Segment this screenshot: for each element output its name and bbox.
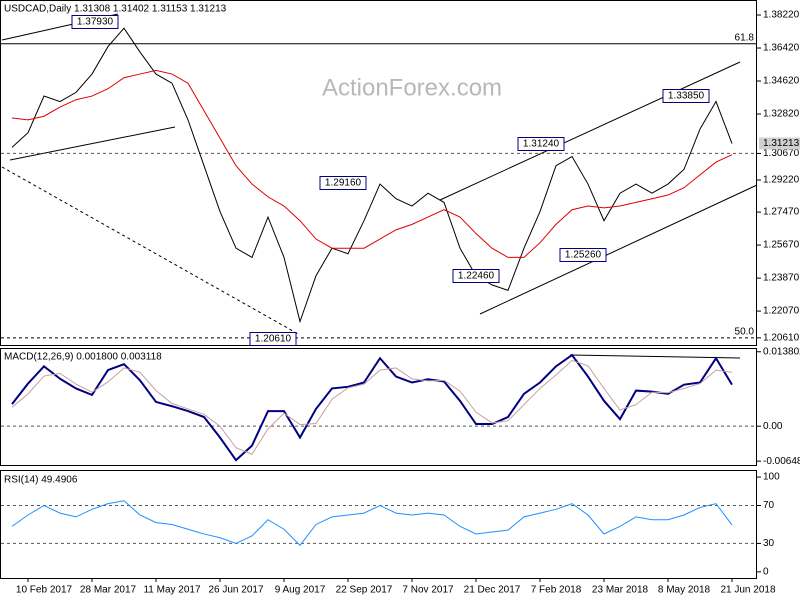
x-tick-label: 23 Mar 2018 — [592, 585, 649, 596]
annotation: 1.31240 — [523, 139, 560, 150]
macd-title: MACD(12,26,9) 0.001800 0.003118 — [4, 352, 162, 363]
annotation-box — [517, 137, 565, 151]
series-line — [11, 69, 733, 258]
y-tick-label: 1.30670 — [763, 148, 800, 159]
last-price-label: 1.31213 — [763, 138, 800, 149]
rsi-title: RSI(14) 49.4906 — [4, 475, 78, 486]
annotation-box — [319, 176, 367, 190]
y-tick-label: -0.006486 — [763, 456, 800, 467]
trendline — [9, 126, 176, 161]
y-tick-label: 1.29220 — [763, 175, 800, 186]
annotation-box — [559, 248, 607, 262]
y-tick-label: 1.25670 — [763, 240, 800, 251]
annotation: 1.20610 — [255, 334, 292, 345]
fib-label: 50.0 — [735, 326, 755, 337]
annotation-box — [71, 15, 119, 29]
annotation: 1.22460 — [458, 271, 495, 282]
y-tick-label: 0 — [763, 566, 769, 577]
y-tick-label: 1.32820 — [763, 109, 800, 120]
trendline — [1, 166, 301, 336]
trendline — [479, 184, 758, 315]
annotation: 1.29160 — [325, 178, 362, 189]
x-tick-label: 28 Mar 2017 — [80, 585, 137, 596]
x-tick-label: 26 Jun 2017 — [208, 585, 263, 596]
x-tick-label: 7 Nov 2017 — [402, 585, 454, 596]
x-tick-label: 22 Sep 2017 — [336, 585, 393, 596]
y-tick-label: 1.27470 — [763, 207, 800, 218]
y-tick-label: 1.22070 — [763, 306, 800, 317]
price-panel — [0, 0, 757, 346]
x-tick-label: 7 Feb 2018 — [531, 585, 582, 596]
annotation: 1.33850 — [668, 91, 705, 102]
chart-title: USDCAD,Daily 1.31308 1.31402 1.31153 1.3… — [4, 4, 227, 15]
annotation: 1.37930 — [77, 17, 114, 28]
y-tick-label: 30 — [763, 538, 775, 549]
y-tick-label: 0.013802 — [763, 346, 800, 357]
y-tick-label: 1.20610 — [763, 332, 800, 343]
y-tick-label: 70 — [763, 500, 775, 511]
annotation-box — [452, 269, 500, 283]
x-tick-label: 11 May 2017 — [143, 585, 201, 596]
x-tick-label: 21 Dec 2017 — [464, 585, 521, 596]
series-line — [11, 500, 733, 547]
series-line — [11, 353, 733, 462]
fib-label: 61.8 — [735, 32, 755, 43]
x-tick-label: 9 Aug 2017 — [275, 585, 326, 596]
trendline — [439, 61, 741, 201]
y-tick-label: 1.23870 — [763, 273, 800, 284]
annotation-box — [662, 89, 710, 103]
y-tick-label: 1.36420 — [763, 43, 800, 54]
macd-panel — [0, 348, 757, 466]
annotation: 1.25260 — [565, 250, 602, 261]
x-tick-label: 21 Jun 2018 — [720, 585, 775, 596]
x-tick-label: 8 May 2018 — [658, 585, 711, 596]
trendline — [569, 354, 741, 359]
y-tick-label: 1.34620 — [763, 76, 800, 87]
series-line — [11, 359, 733, 455]
y-tick-label: 0.00 — [763, 421, 783, 432]
watermark: ActionForex.com — [322, 74, 502, 101]
y-tick-label: 1.38220 — [763, 10, 800, 21]
x-tick-label: 10 Feb 2017 — [16, 585, 73, 596]
rsi-panel — [0, 470, 757, 579]
annotation-box — [249, 332, 297, 346]
y-tick-label: 100 — [763, 472, 780, 483]
last-price-box — [759, 137, 800, 150]
series-line — [11, 27, 733, 324]
